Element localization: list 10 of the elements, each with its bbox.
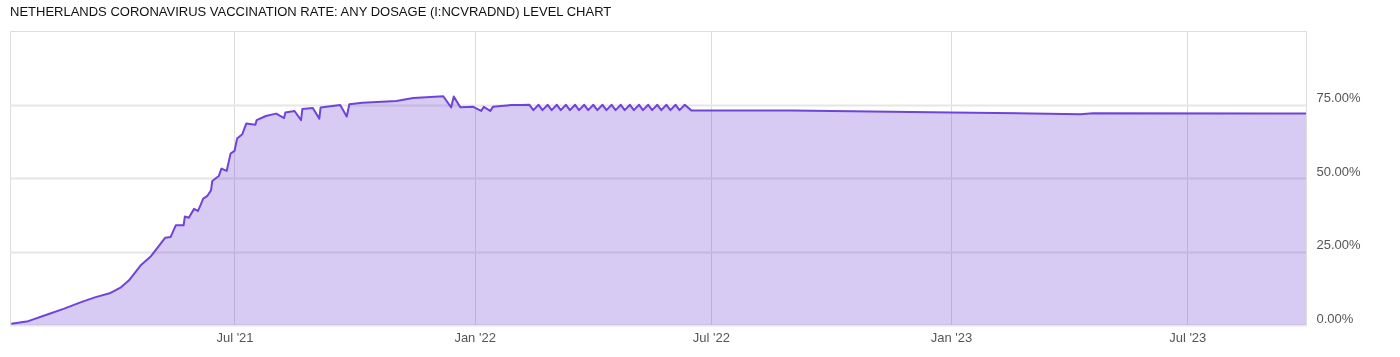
x-tick-label: Jul '21 [216, 329, 254, 345]
chart-title: NETHERLANDS CORONAVIRUS VACCINATION RATE: ANY DOSAGE (I:NCVRADND) LEVEL CHART [10, 4, 612, 19]
x-tick-label: Jan '22 [454, 329, 496, 345]
y-tick-label: 75.00% [1316, 90, 1362, 105]
y-tick-label: 0.00% [1316, 310, 1354, 326]
x-tick-label: Jan '23 [930, 329, 973, 345]
y-tick-label: 25.00% [1316, 237, 1362, 252]
x-tick-label: Jul '23 [1169, 329, 1207, 345]
x-tick-label: Jul '22 [692, 329, 730, 345]
y-tick-label: 50.00% [1316, 163, 1362, 179]
